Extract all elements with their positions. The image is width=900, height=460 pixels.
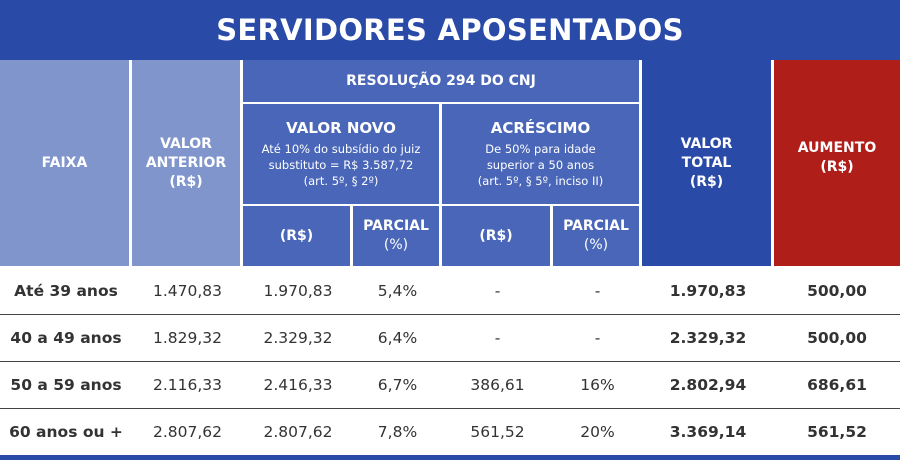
header-text: (%) <box>383 237 409 253</box>
note-line: (art. 5º, § 5º, inciso II) <box>477 174 604 188</box>
header-text: PARCIAL <box>363 218 429 234</box>
header-text: ANTERIOR <box>145 154 227 171</box>
header-text: PARCIAL <box>563 218 629 234</box>
header-text: (%) <box>583 237 609 253</box>
note-line: superior a 50 anos <box>486 158 595 172</box>
header-vn-parcial: PARCIAL (%) <box>353 206 442 268</box>
cell-parcial-novo: 7,8% <box>377 423 418 441</box>
cell-valor-total: 1.970,83 <box>642 268 774 315</box>
header-acr-rs: (R$) <box>442 206 553 268</box>
header-valor-novo: VALOR NOVO Até 10% do subsídio do juiz s… <box>243 104 442 206</box>
cell-acrescimo: - <box>442 315 553 362</box>
cell-aumento: 686,61 <box>774 362 900 409</box>
cell-parcial-novo: 5,4% <box>353 268 442 315</box>
header-acr-parcial: PARCIAL (%) <box>553 206 642 268</box>
header-text: (R$) <box>479 227 513 244</box>
header-vn-rs: (R$) <box>243 206 353 268</box>
header-note: De 50% para idade superior a 50 anos (ar… <box>478 141 604 189</box>
cell-valor-novo: 1.970,83 <box>243 268 353 315</box>
cell-valor-anterior: 1.829,32 <box>132 315 243 362</box>
page-title: SERVIDORES APOSENTADOS <box>0 0 900 60</box>
cell-faixa: 50 a 59 anos <box>0 362 132 409</box>
header-text: VALOR <box>160 135 212 152</box>
cell-valor-anterior: 2.116,33 <box>132 362 243 409</box>
header-text: RESOLUÇÃO 294 DO CNJ <box>346 72 536 89</box>
note-line: Até 10% do subsídio do juiz <box>261 142 421 156</box>
header-text: TOTAL <box>681 154 732 171</box>
header-text: (R$) <box>279 227 314 244</box>
header-text: ACRÉSCIMO <box>490 119 591 137</box>
note-line: (art. 5º, § 2º) <box>303 174 379 188</box>
cell-parcial-novo: 6,7% <box>353 362 442 409</box>
header-text: VALOR <box>680 135 733 152</box>
cell-parcial-novo: 6,4% <box>353 315 442 362</box>
cell-aumento: 561,52 <box>807 423 867 441</box>
cell-valor-total: 3.369,14 <box>669 423 747 441</box>
header-faixa-label: FAIXA <box>41 154 88 171</box>
header-valor-total: VALOR TOTAL (R$) <box>642 60 774 268</box>
header-note: Até 10% do subsídio do juiz substituto =… <box>262 141 421 189</box>
cell-parcial-acrescimo: 20% <box>580 423 615 441</box>
cell-valor-novo: 2.329,32 <box>243 315 353 362</box>
header-acrescimo: ACRÉSCIMO De 50% para idade superior a 5… <box>442 104 642 206</box>
header-text: (R$) <box>689 173 724 190</box>
header-resolucao: RESOLUÇÃO 294 DO CNJ <box>243 60 642 104</box>
header-text: AUMENTO <box>797 140 877 156</box>
bottom-bar <box>0 455 900 460</box>
cell-faixa: 40 a 49 anos <box>0 315 132 362</box>
cell-acrescimo: 386,61 <box>442 362 553 409</box>
cell-aumento: 500,00 <box>774 268 900 315</box>
cell-valor-total: 2.802,94 <box>642 362 774 409</box>
table-header: FAIXA VALOR ANTERIOR (R$) RESOLUÇÃO 294 … <box>0 60 900 268</box>
cell-valor-anterior: 1.470,83 <box>132 268 243 315</box>
cell-aumento: 500,00 <box>774 315 900 362</box>
header-valor-anterior: VALOR ANTERIOR (R$) <box>132 60 243 268</box>
cell-faixa: 60 anos ou + <box>9 423 123 441</box>
note-line: substituto = R$ 3.587,72 <box>268 158 414 172</box>
cell-parcial-acrescimo: - <box>553 268 642 315</box>
cell-parcial-acrescimo: - <box>553 315 642 362</box>
header-text: (R$) <box>169 173 203 190</box>
header-aumento: AUMENTO (R$) <box>774 60 900 268</box>
cell-acrescimo: 561,52 <box>470 423 525 441</box>
table-body: Até 39 anos 1.470,83 1.970,83 5,4% - -1.970,8… <box>0 268 900 455</box>
cell-valor-anterior: 2.807,62 <box>152 423 223 441</box>
header-text: (R$) <box>820 159 854 175</box>
note-line: De 50% para idade <box>485 142 596 156</box>
header-faixa: FAIXA <box>0 60 132 268</box>
cell-parcial-acrescimo: 16% <box>553 362 642 409</box>
header-text: VALOR NOVO <box>286 119 396 137</box>
cell-valor-total: 2.329,32 <box>642 315 774 362</box>
cell-faixa: Até 39 anos <box>0 268 132 315</box>
cell-valor-novo: 2.416,33 <box>243 362 353 409</box>
cell-valor-novo: 2.807,62 <box>263 423 333 441</box>
cell-acrescimo: - <box>442 268 553 315</box>
